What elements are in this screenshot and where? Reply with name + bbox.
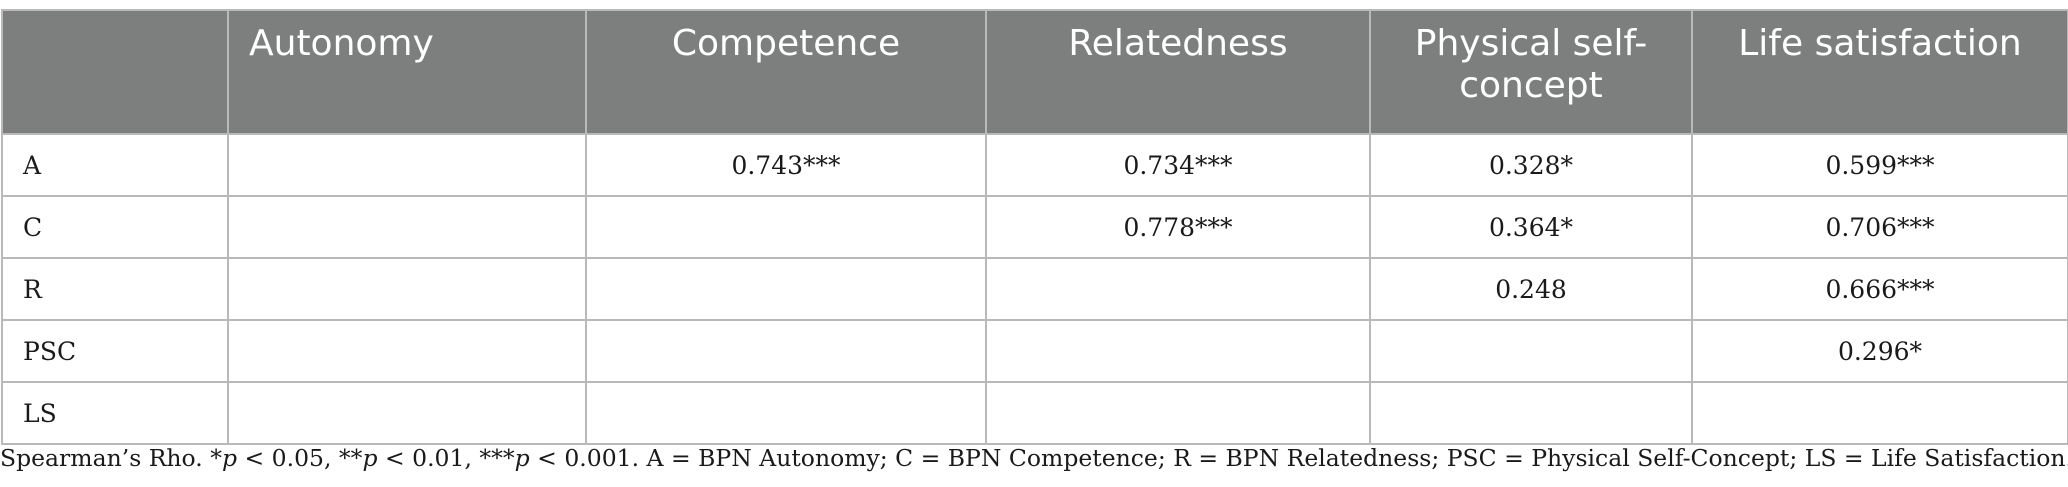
footnote-p-symbol: p — [362, 444, 378, 472]
table-cell — [585, 257, 987, 321]
table-cell — [227, 381, 587, 445]
row-label-r: R — [1, 257, 229, 321]
table-cell: 0.328* — [1369, 133, 1693, 197]
footnote-text: < 0.001. A = BPN Autonomy; C = BPN Compe… — [529, 444, 2068, 472]
table-cell — [985, 381, 1371, 445]
table-cell — [1369, 381, 1693, 445]
header-empty — [1, 9, 229, 135]
table-cell: 0.248 — [1369, 257, 1693, 321]
footnote-text: < 0.05, ** — [237, 444, 363, 472]
row-label-c: C — [1, 195, 229, 259]
table-cell — [1369, 319, 1693, 383]
header-row: Autonomy Competence Relatedness Physical… — [1, 9, 2068, 135]
correlation-table: Autonomy Competence Relatedness Physical… — [1, 9, 2068, 445]
table-cell — [227, 133, 587, 197]
header-relatedness: Relatedness — [985, 9, 1371, 135]
header-life-satisfaction: Life satisfaction — [1691, 9, 2068, 135]
footnote-p-symbol: p — [514, 444, 530, 472]
footnote-p-symbol: p — [221, 444, 238, 472]
header-physical-self-concept: Physical self-concept — [1369, 9, 1693, 135]
footnote-text: < 0.01, *** — [377, 444, 515, 472]
table-cell: 0.599*** — [1691, 133, 2068, 197]
table-cell — [1691, 381, 2068, 445]
table-cell — [227, 195, 587, 259]
table-cell — [227, 319, 587, 383]
table-cell: 0.743*** — [585, 133, 987, 197]
table-cell — [985, 257, 1371, 321]
table-cell: 0.666*** — [1691, 257, 2068, 321]
row-label-ls: LS — [1, 381, 229, 445]
header-competence: Competence — [585, 9, 987, 135]
table-cell: 0.364* — [1369, 195, 1693, 259]
table-cell: 0.296* — [1691, 319, 2068, 383]
table-cell: 0.706*** — [1691, 195, 2068, 259]
table-row: A 0.743*** 0.734*** 0.328* 0.599*** — [1, 133, 2068, 197]
footnote-lead: Spearman’s Rho. * — [0, 444, 222, 472]
header-autonomy: Autonomy — [227, 9, 587, 135]
table-cell — [585, 195, 987, 259]
table-cell — [985, 319, 1371, 383]
table-cell — [227, 257, 587, 321]
table-row: LS — [1, 381, 2068, 445]
row-label-psc: PSC — [1, 319, 229, 383]
table-row: R 0.248 0.666*** — [1, 257, 2068, 321]
row-label-a: A — [1, 133, 229, 197]
table-cell: 0.778*** — [985, 195, 1371, 259]
table-cell — [585, 319, 987, 383]
table-row: PSC 0.296* — [1, 319, 2068, 383]
table-cell — [585, 381, 987, 445]
table-row: C 0.778*** 0.364* 0.706*** — [1, 195, 2068, 259]
table-cell: 0.734*** — [985, 133, 1371, 197]
table-footnote: Spearman’s Rho. *p < 0.05, **p < 0.01, *… — [0, 444, 2068, 472]
